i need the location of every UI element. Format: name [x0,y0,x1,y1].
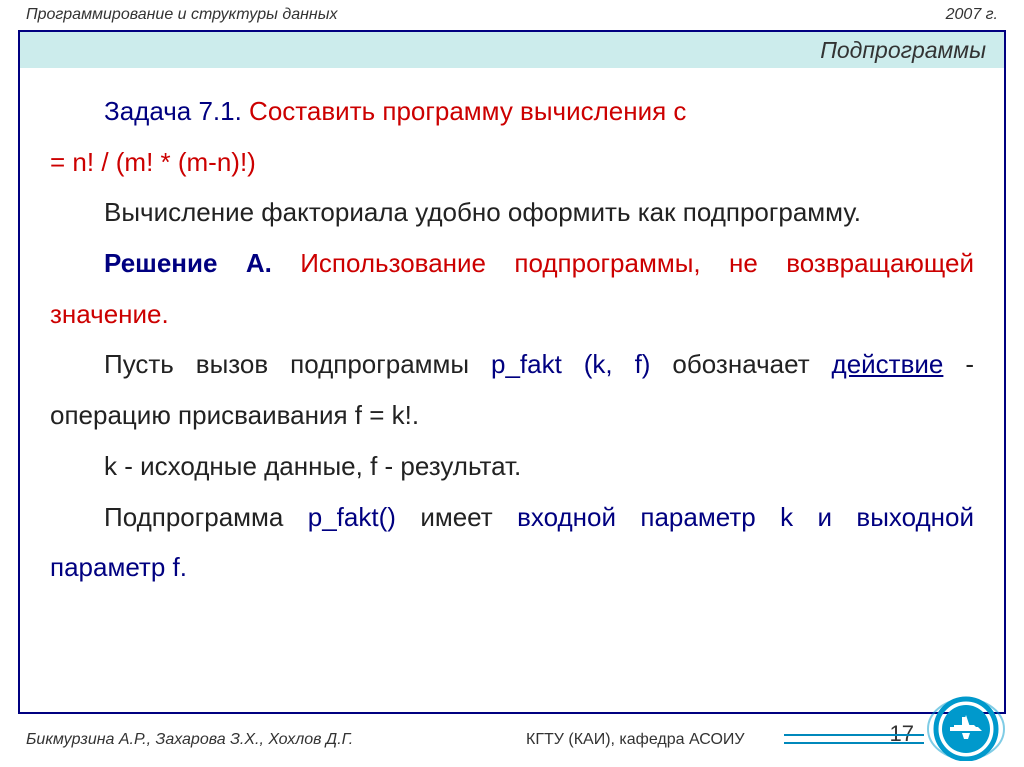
p6-call: p_fakt() [308,502,396,532]
airplane-logo-icon [920,689,1006,761]
section-title: Подпрограммы [820,37,986,64]
year-label: 2007 г. [946,6,998,24]
task-text-2: = n! / (m! * (m-n)!) [50,147,256,177]
paragraph-task: Задача 7.1. Составить программу вычислен… [50,86,974,137]
paragraph-6: Подпрограмма p_fakt() имеет входной пара… [50,492,974,593]
section-title-bar: Подпрограммы [20,32,1004,68]
paragraph-5: k - исходные данные, f - результат. [50,441,974,492]
slide-frame: Подпрограммы Задача 7.1. Составить прогр… [18,30,1006,714]
header-top: Программирование и структуры данных 2007… [0,0,1024,28]
slide-content: Задача 7.1. Составить программу вычислен… [20,68,1004,603]
p4-a: Пусть вызов подпрограммы [104,349,491,379]
paragraph-solution: Решение А. Использование подпрограммы, н… [50,238,974,339]
p6-a: Подпрограмма [104,502,308,532]
course-title: Программирование и структуры данных [26,6,337,24]
footer-org: КГТУ (КАИ), кафедра АСОИУ [406,731,766,749]
task-number: Задача 7.1. [104,96,249,126]
paragraph-2: Вычисление факториала удобно оформить ка… [50,187,974,238]
p4-b: обозначает [650,349,831,379]
p4-underline: действие [832,349,944,379]
p6-b: имеет [396,502,517,532]
p4-call: p_fakt (k, f) [491,349,650,379]
solution-label: Решение А. [104,248,272,278]
logo [920,689,1006,761]
footer-authors: Бикмурзина А.Р., Захарова З.Х., Хохлов Д… [26,731,406,749]
task-text-1: Составить программу вычисления c [249,96,686,126]
paragraph-4: Пусть вызов подпрограммы p_fakt (k, f) о… [50,339,974,440]
paragraph-task-cont: = n! / (m! * (m-n)!) [50,137,974,188]
decoration-lines [784,725,924,755]
